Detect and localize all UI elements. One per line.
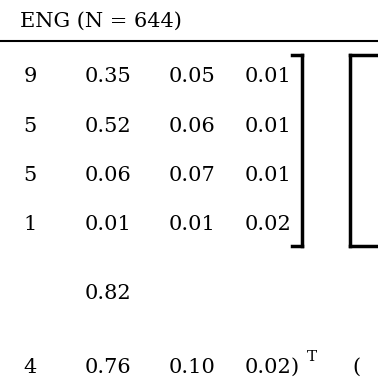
Text: T: T — [307, 350, 317, 364]
Text: 0.07: 0.07 — [169, 166, 215, 185]
Text: (: ( — [352, 358, 360, 377]
Text: 0.05: 0.05 — [169, 67, 215, 86]
Text: 0.06: 0.06 — [85, 166, 132, 185]
Text: 0.76: 0.76 — [85, 358, 131, 377]
Text: 0.02: 0.02 — [245, 358, 291, 377]
Text: ENG (N = 644): ENG (N = 644) — [20, 12, 182, 31]
Text: 0.02: 0.02 — [245, 215, 291, 234]
Text: 0.01: 0.01 — [245, 67, 291, 86]
Text: ): ) — [291, 358, 299, 377]
Text: 1: 1 — [23, 215, 37, 234]
Text: 0.01: 0.01 — [245, 166, 291, 185]
Text: 0.10: 0.10 — [169, 358, 215, 377]
Text: 0.52: 0.52 — [85, 116, 131, 136]
Text: 0.01: 0.01 — [85, 215, 132, 234]
Text: 0.01: 0.01 — [245, 116, 291, 136]
Text: 0.01: 0.01 — [169, 215, 215, 234]
Text: 5: 5 — [23, 116, 37, 136]
Text: 0.06: 0.06 — [169, 116, 215, 136]
Text: 4: 4 — [23, 358, 37, 377]
Text: 0.35: 0.35 — [85, 67, 132, 86]
Text: 5: 5 — [23, 166, 37, 185]
Text: 9: 9 — [23, 67, 37, 86]
Text: 0.82: 0.82 — [85, 284, 131, 303]
